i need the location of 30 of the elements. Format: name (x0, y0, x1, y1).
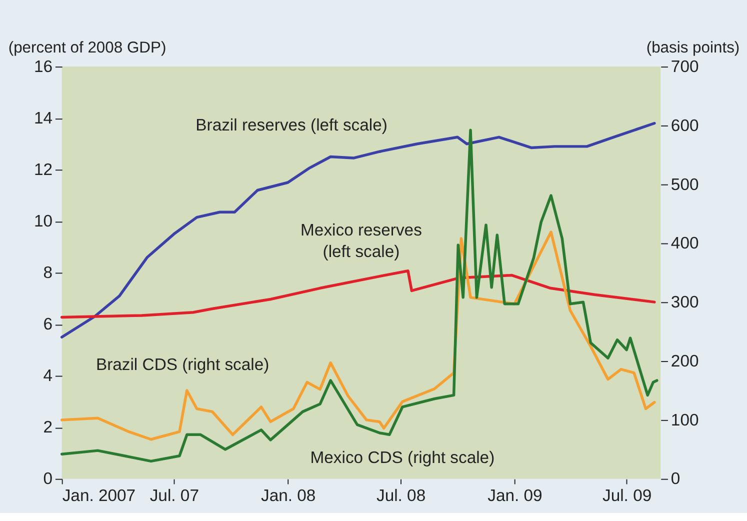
y-tick-label: 14 (34, 108, 53, 128)
y2-tick-label: 500 (670, 174, 699, 194)
y2-tick-label: 0 (670, 469, 680, 488)
y-tick-label: 10 (34, 212, 53, 231)
series-label: Brazil CDS (right scale) (96, 354, 270, 374)
y2-tick-label: 200 (670, 351, 699, 370)
x-tick-label: Jan. 08 (260, 486, 316, 505)
series-label: Mexico CDS (right scale) (310, 448, 495, 468)
y-tick-label: 12 (34, 160, 53, 180)
y2-tick-label: 400 (670, 234, 699, 253)
y2-tick-label: 700 (670, 56, 699, 76)
x-tick-label: Jan. 2007 (62, 486, 136, 505)
y2-tick-label: 100 (670, 410, 699, 430)
y-tick-label: 8 (43, 263, 53, 282)
y-tick-label: 4 (43, 366, 53, 386)
y-tick-label: 6 (43, 314, 53, 334)
y2-axis-title: (basis points) (646, 39, 740, 56)
y-tick-label: 0 (43, 469, 53, 488)
x-tick-label: Jul. 08 (376, 486, 426, 505)
line-series (60, 270, 656, 319)
y-tick-label: 16 (34, 56, 53, 76)
y-axis-title: (percent of 2008 GDP) (8, 39, 166, 56)
x-tick-label: Jul. 09 (602, 486, 652, 505)
y-tick-label: 2 (43, 418, 53, 437)
series-label: Brazil reserves (left scale) (196, 115, 388, 134)
y2-tick-label: 300 (670, 292, 699, 312)
series-label: Mexico reserves (left scale) (300, 220, 422, 261)
y2-tick-label: 600 (670, 116, 699, 135)
x-tick-label: Jul. 07 (150, 486, 199, 505)
x-tick-label: Jan. 09 (488, 486, 542, 505)
